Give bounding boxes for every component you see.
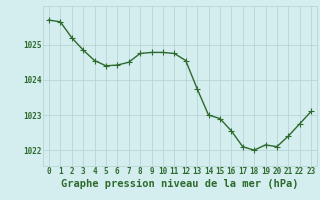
- X-axis label: Graphe pression niveau de la mer (hPa): Graphe pression niveau de la mer (hPa): [61, 179, 299, 189]
